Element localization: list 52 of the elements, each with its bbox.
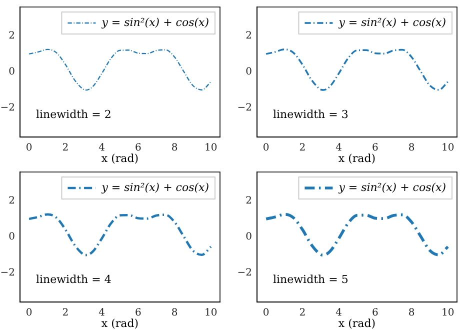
y-tick-label: 0: [8, 232, 15, 243]
x-axis-title: x (rad): [100, 152, 140, 165]
y-tick-label: −2: [237, 268, 252, 279]
x-axis-title: x (rad): [100, 317, 140, 330]
x-tick-label: 8: [171, 308, 178, 319]
x-tick-label: 0: [262, 142, 270, 154]
y-tick-label: 0: [8, 66, 15, 78]
x-tick-label: 10: [204, 142, 218, 154]
x-tick-label: 6: [134, 142, 142, 154]
legend-label: y = sin²(x) + cos(x): [100, 16, 210, 29]
x-tick-label: 2: [299, 308, 306, 319]
y-tick-label: 2: [246, 195, 252, 206]
x-tick-label: 0: [26, 308, 32, 319]
legend-label: y = sin²(x) + cos(x): [338, 16, 446, 29]
annotation: linewidth = 3: [273, 108, 348, 121]
x-tick-label: 6: [372, 308, 378, 319]
x-axis-title: x (rad): [337, 152, 377, 165]
x-tick-label: 10: [442, 142, 454, 154]
x-tick-label: 6: [372, 142, 378, 154]
y-tick-label: 0: [246, 232, 252, 243]
x-tick-label: 2: [62, 142, 69, 154]
x-tick-label: 0: [26, 142, 32, 154]
x-tick-label: 8: [171, 142, 178, 154]
y-tick-label: −2: [0, 102, 15, 114]
x-tick-label: 4: [98, 142, 106, 154]
x-tick-label: 2: [299, 142, 306, 154]
x-tick-label: 0: [262, 308, 270, 319]
y-tick-label: 2: [8, 195, 15, 206]
x-tick-label: 4: [336, 308, 342, 319]
y-tick-label: 2: [8, 30, 15, 42]
annotation: linewidth = 4: [36, 273, 112, 286]
x-tick-label: 6: [134, 308, 142, 319]
annotation: linewidth = 5: [273, 273, 348, 286]
y-tick-label: 0: [246, 66, 252, 78]
x-tick-label: 8: [408, 142, 415, 154]
x-tick-label: 10: [442, 308, 454, 319]
y-tick-label: −2: [0, 268, 15, 279]
x-tick-label: 4: [336, 142, 342, 154]
y-tick-label: −2: [237, 102, 252, 114]
legend-label: y = sin²(x) + cos(x): [100, 180, 210, 194]
annotation: linewidth = 2: [36, 108, 112, 121]
x-tick-label: 10: [204, 308, 218, 319]
x-tick-label: 2: [62, 308, 69, 319]
x-axis-title: x (rad): [337, 317, 377, 330]
line-series: [28, 48, 212, 91]
line-series: [28, 213, 212, 256]
legend-label: y = sin²(x) + cos(x): [338, 180, 446, 194]
line-series: [264, 213, 450, 256]
x-tick-label: 4: [98, 308, 106, 319]
x-tick-label: 8: [408, 308, 415, 319]
line-series: [265, 48, 449, 91]
y-tick-label: 2: [246, 30, 252, 42]
